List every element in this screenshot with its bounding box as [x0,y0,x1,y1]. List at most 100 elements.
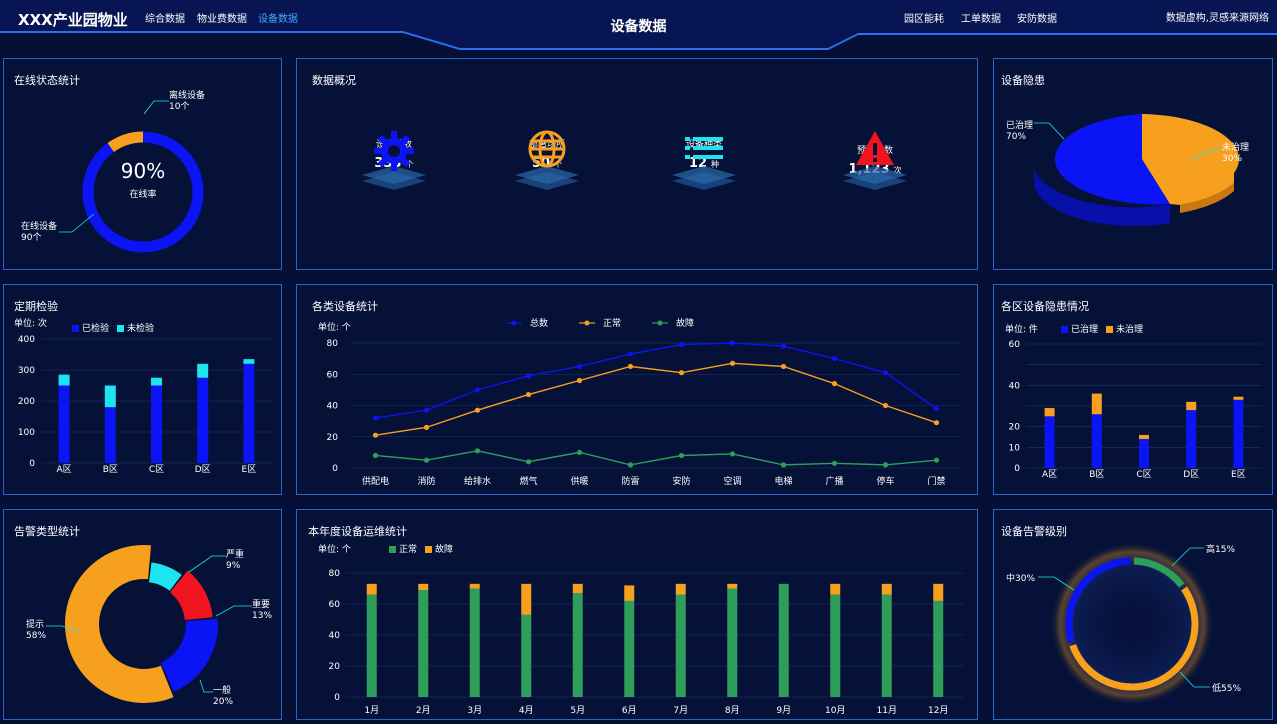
alarm-label-normal: 一般 20% [213,686,233,708]
x-tick-label: C区 [149,464,164,475]
legend-label: 已检验 [82,324,110,334]
y-tick-label: 0 [334,693,340,703]
bar-未治理 [1091,393,1102,415]
y-tick-label: 80 [327,339,339,349]
bar-故障 [675,583,686,595]
point-总数 [627,351,634,357]
legend-label: 故障 [676,317,694,329]
legend-item[interactable]: 已治理 [1061,325,1098,335]
nav-energy[interactable]: 园区能耗 [904,14,944,25]
page-title: 设备数据 [610,19,667,35]
x-tick-label: 门禁 [927,475,945,487]
online-status-panel: 在线状态统计 90% 在线率 离线设备 10个 在线设备 90个 [3,58,282,270]
x-tick-label: 6月 [622,705,637,716]
label-value: 30% [1222,154,1243,164]
y-tick-label: 400 [18,335,35,345]
bar-正常 [830,594,841,697]
overview-unit: 个 [405,160,414,169]
line-正常 [375,362,937,436]
label-line [59,213,95,233]
point-总数 [576,363,583,370]
legend-marker [584,320,590,326]
panel-title: 定期检验 [14,300,58,313]
label-line [1171,547,1204,567]
point-总数 [780,343,787,349]
unit-label: 单位: 次 [14,319,47,329]
point-正常 [423,424,430,430]
nav-overview[interactable]: 综合数据 [145,14,185,25]
nav-property-fee[interactable]: 物业费数据 [197,14,247,25]
hazard-label-treated: 已治理 70% [1006,121,1033,143]
bar-故障 [881,583,892,595]
bar-已治理 [1044,416,1055,468]
y-tick-label: 300 [18,366,35,376]
x-tick-label: 防雷 [621,475,639,487]
legend-item[interactable]: 正常 [389,545,417,555]
bar-已检验 [151,385,162,463]
point-故障 [525,459,532,465]
overview-item-locations: 部署场所 50 个 [472,129,622,190]
offline-label-value: 10个 [169,102,190,112]
bar-未治理 [1139,434,1149,440]
y-tick-label: 200 [18,397,35,407]
legend-marker [657,320,663,326]
bar-未治理 [1233,396,1244,400]
label-name: 一般 [213,686,232,696]
bar-正常 [572,593,583,697]
globe-icon [515,130,579,190]
nav-device-data[interactable]: 设备数据 [258,14,298,25]
label-name: 提示 [26,620,45,630]
legend-item[interactable]: 未检验 [117,324,154,334]
bar-已检验 [104,407,116,463]
donut-slice [107,131,144,153]
bar-故障 [469,583,480,589]
x-tick-label: 7月 [673,705,688,716]
bar-正常 [418,590,429,697]
bar-已治理 [1139,439,1149,468]
bar-未检验 [197,363,209,378]
bar-故障 [366,583,377,595]
bar-已检验 [58,385,70,463]
device-line-chart: 0 20 40 60 80 供配电 消防 给排水 燃气 供暖 防雷 安防 空调 电梯 广播 停车 门禁 总数 正常 故… [327,317,962,487]
online-rate-value: 90% [120,159,166,183]
bar-未治理 [1044,408,1055,417]
point-故障 [372,452,379,459]
bar-正常 [778,583,789,697]
x-tick-label: C区 [1136,469,1151,480]
point-正常 [780,363,787,370]
alarm-label-severe: 严重 9% [226,550,244,572]
donut-slice-严重 [148,562,182,591]
panel-title: 数据概况 [312,74,356,87]
donut-slice [1133,557,1185,588]
label-line [188,555,226,573]
bar-已治理 [1233,399,1244,468]
legend-label: 未治理 [1116,325,1144,335]
overview-unit: 次 [893,166,902,175]
point-故障 [882,462,889,468]
point-正常 [933,420,940,426]
point-正常 [525,391,532,398]
header: XXX产业园物业 综合数据 物业费数据 设备数据 设备数据 园区能耗 工单数据 … [0,0,1277,54]
online-label: 在线设备 90个 [21,222,57,244]
legend-item[interactable]: 故障 [425,545,453,555]
alarm-type-donut-chart [46,545,252,703]
legend-item[interactable]: 已检验 [72,324,109,334]
label-line [1189,148,1223,162]
y-tick-label: 60 [1009,340,1021,350]
donut-slice-提示 [65,545,174,703]
alarm-level-donut-chart [1038,542,1214,706]
device-stats-panel: 0 20 40 60 80 供配电 消防 给排水 燃气 供暖 防雷 安防 空调 电梯 广播 停车 门禁 总数 正常 故… [296,284,978,495]
point-正常 [678,370,685,376]
online-label-name: 在线设备 [21,222,58,232]
legend-item[interactable]: 未治理 [1106,325,1143,335]
nav-security[interactable]: 安防数据 [1017,14,1057,25]
point-总数 [678,341,685,348]
bar-已检验 [197,377,209,463]
bar-正常 [933,600,944,697]
panel-title: 本年度设备运维统计 [308,525,407,538]
bar-正常 [727,588,738,697]
nav-work-orders[interactable]: 工单数据 [961,14,1001,25]
hazard-label-untreated: 未治理 30% [1222,143,1249,165]
